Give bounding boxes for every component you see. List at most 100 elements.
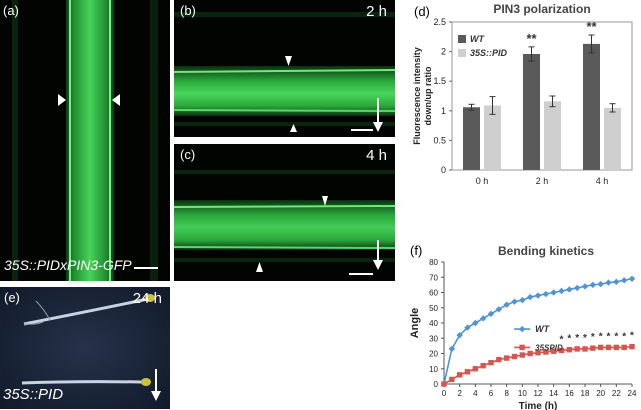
data-point (550, 348, 557, 354)
data-point (550, 289, 557, 296)
x-tick-label: 4 h (596, 176, 609, 186)
data-point (495, 306, 503, 313)
arrowhead-icon (290, 124, 297, 132)
data-point (558, 347, 565, 354)
data-point (503, 355, 510, 361)
y-tick-label: 50 (429, 304, 438, 313)
y-tick-label: 30 (429, 334, 438, 343)
y-tick-label: 1.5 (433, 76, 446, 86)
plot-frame (451, 21, 633, 171)
x-tick-label: 16 (565, 389, 574, 398)
x-tick-label: 2 (457, 389, 462, 398)
data-point (605, 344, 612, 351)
data-point (472, 319, 479, 327)
data-point (613, 344, 620, 351)
significance-label: * (591, 332, 595, 343)
bar (604, 107, 621, 170)
significance-label: * (575, 333, 579, 344)
data-point (621, 344, 627, 351)
x-tick-label: 18 (581, 389, 590, 398)
y-tick-label: 10 (429, 365, 438, 374)
data-point (573, 284, 581, 292)
data-point (527, 350, 533, 357)
data-point (519, 296, 526, 304)
bar (484, 105, 501, 170)
y-tick-label: 0.5 (433, 135, 446, 145)
panel-label-c: (c) (180, 147, 196, 162)
data-point (589, 281, 597, 289)
arrowhead-icon (285, 56, 292, 66)
legend-label: 35SPID (535, 343, 563, 352)
data-point (613, 278, 620, 286)
legend-marker (518, 325, 526, 333)
arrow-down-icon (151, 391, 161, 401)
legend-label: 35S::PID (470, 48, 508, 58)
significance-label: * (560, 334, 564, 345)
panel-label-d: (d) (414, 4, 430, 19)
bar (463, 107, 480, 170)
panel-label-a: (a) (3, 3, 19, 18)
y-tick-label: 60 (429, 289, 438, 298)
data-point (543, 349, 549, 355)
y-tick-label: 70 (429, 273, 438, 282)
data-point (488, 359, 494, 366)
micrograph-a (0, 0, 170, 281)
data-point (479, 315, 487, 322)
time-label-c: 4 h (366, 147, 387, 164)
panel-label-f: (f) (410, 243, 423, 258)
significance-label: * (599, 331, 603, 342)
chart-title: PIN3 polarization (493, 2, 590, 16)
data-point (535, 350, 541, 356)
x-tick-label: 24 (628, 389, 637, 398)
bar (583, 43, 600, 170)
x-tick-label: 4 (473, 389, 478, 398)
y-axis-label: Angle (409, 308, 421, 339)
significance-label: * (622, 331, 626, 342)
significance-label: * (607, 331, 611, 342)
x-tick-label: 22 (612, 389, 621, 398)
panel-e-caption: 35S::PID (3, 386, 64, 403)
panel-e: (e) 24 h 35S::PID (0, 287, 170, 409)
y-tick-label: 80 (429, 258, 438, 267)
data-point (487, 310, 495, 318)
data-point (581, 283, 589, 290)
data-point (534, 292, 542, 299)
arrowhead-icon (322, 196, 328, 206)
data-point (441, 381, 447, 387)
data-point (449, 376, 455, 383)
data-point (620, 277, 628, 284)
panel-b: (b) 2 h (174, 0, 395, 137)
chart-title: Bending kinetics (498, 244, 594, 258)
x-tick-label: 6 (489, 389, 494, 398)
legend-swatch (458, 49, 466, 57)
y-tick-label: 2 (441, 47, 446, 57)
data-point (526, 293, 534, 301)
data-point (597, 344, 604, 351)
data-point (511, 298, 518, 305)
data-point (629, 343, 635, 350)
legend-label: WT (470, 34, 485, 44)
data-point (448, 345, 456, 353)
data-point (566, 346, 573, 353)
y-tick-label: 40 (429, 319, 438, 328)
panel-a: (a) 35S::PIDxPIN3-GFP (0, 0, 170, 281)
x-axis-label: Time (h) (519, 401, 558, 410)
data-point (456, 372, 463, 378)
legend-label: WT (535, 324, 550, 334)
data-point (519, 352, 526, 358)
panel-a-caption: 35S::PIDxPIN3-GFP (4, 257, 132, 273)
panel-label-e: (e) (4, 290, 20, 305)
data-point (582, 346, 588, 352)
data-point (566, 286, 573, 293)
x-tick-label: 2 h (536, 176, 549, 186)
arrowhead-icon (112, 94, 120, 106)
significance-label: ** (586, 19, 597, 34)
y-tick-label: 20 (429, 350, 438, 359)
x-tick-label: 14 (549, 389, 558, 398)
x-tick-label: 12 (534, 389, 543, 398)
panel-label-b: (b) (180, 3, 196, 18)
legend-marker (519, 344, 525, 351)
data-point (542, 290, 550, 298)
bar-chart-pin3: PIN3 polarization 0 0.5 1 1.5 2 2.5 Fluorescenc… (412, 2, 633, 186)
